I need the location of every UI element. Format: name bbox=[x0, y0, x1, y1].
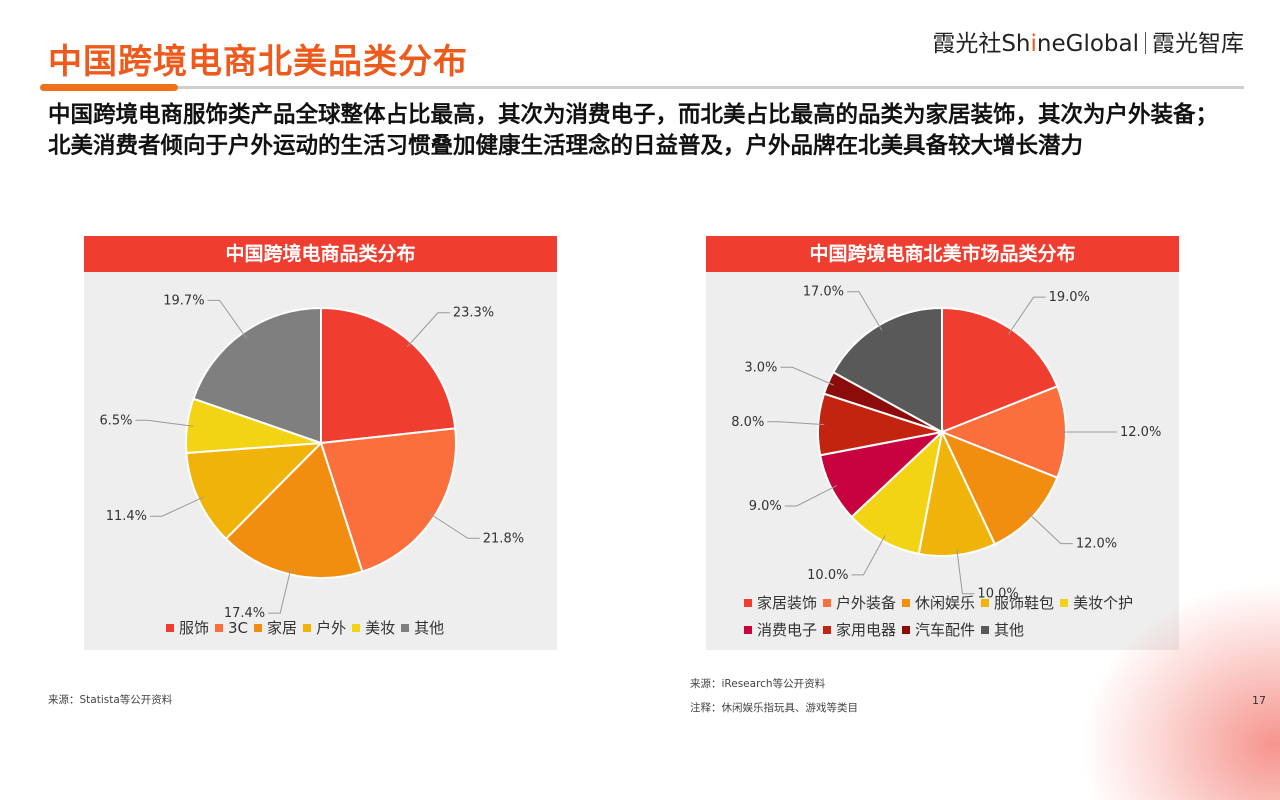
data-label-1-6: 8.0% bbox=[731, 415, 764, 430]
brand-think-tank: 霞光智库 bbox=[1152, 31, 1244, 57]
legend-label: 户外装备 bbox=[836, 594, 897, 612]
legend-label: 消费电子 bbox=[757, 621, 818, 639]
legend-item: 3C bbox=[215, 615, 248, 642]
chart-panel-global: 中国跨境电商品类分布 23.3% 21.8% 17.4% 11.4% 6.5% 19.7%… bbox=[84, 236, 557, 650]
legend-item: 家用电器 bbox=[823, 617, 896, 644]
legend-label: 家居 bbox=[267, 619, 298, 637]
leader-line-0-0 bbox=[406, 312, 450, 348]
legend-swatch bbox=[744, 599, 752, 607]
legend-item: 服饰鞋包 bbox=[981, 590, 1054, 617]
legend-swatch bbox=[215, 624, 224, 632]
page-title: 中国跨境电商北美品类分布 bbox=[48, 42, 468, 82]
legend-label: 休闲娱乐 bbox=[915, 594, 976, 612]
legend-swatch bbox=[981, 599, 990, 607]
legend-item: 户外 bbox=[303, 615, 346, 642]
leader-line-1-4 bbox=[851, 535, 886, 576]
legend-label: 3C bbox=[228, 619, 249, 637]
legend-swatch bbox=[981, 626, 990, 634]
legend-swatch bbox=[823, 599, 832, 607]
legend-swatch bbox=[352, 624, 361, 632]
data-label-1-1: 12.0% bbox=[1120, 425, 1161, 440]
legend-item: 家居 bbox=[254, 615, 297, 642]
legend-label: 家用电器 bbox=[836, 621, 897, 639]
data-label-0-0: 23.3% bbox=[453, 306, 494, 321]
legend-swatch bbox=[401, 624, 410, 632]
data-label-0-4: 6.5% bbox=[99, 413, 132, 428]
data-label-1-7: 3.0% bbox=[744, 360, 777, 375]
data-label-1-0: 19.0% bbox=[1049, 290, 1090, 305]
data-label-1-3: 10.0% bbox=[977, 587, 1018, 602]
legend-label: 其他 bbox=[994, 621, 1025, 639]
leader-line-0-4 bbox=[135, 419, 194, 427]
legend-swatch bbox=[902, 626, 911, 634]
brand-name-en-3: neGlobal bbox=[1036, 31, 1139, 57]
legend-swatch bbox=[902, 599, 911, 607]
leader-line-1-3 bbox=[956, 549, 975, 595]
leader-line-1-5 bbox=[784, 485, 838, 507]
leader-line-1-6 bbox=[767, 421, 825, 426]
data-label-0-5: 19.7% bbox=[163, 293, 204, 308]
leader-line-1-8 bbox=[847, 291, 883, 331]
chart-title-north-america: 中国跨境电商北美市场品类分布 bbox=[706, 236, 1179, 272]
leader-line-0-1 bbox=[428, 512, 480, 539]
legend-item: 汽车配件 bbox=[902, 617, 975, 644]
legend-item: 服饰 bbox=[166, 615, 209, 642]
page-subtitle: 中国跨境电商服饰类产品全球整体占比最高，其次为消费电子，而北美占比最高的品类为家… bbox=[48, 102, 1219, 159]
legend-label: 家居装饰 bbox=[757, 594, 818, 612]
data-label-0-2: 17.4% bbox=[224, 606, 265, 621]
chart-title-global: 中国跨境电商品类分布 bbox=[84, 236, 557, 272]
legend-label: 服饰鞋包 bbox=[994, 594, 1055, 612]
legend-swatch bbox=[744, 626, 752, 634]
leader-line-1-2 bbox=[1027, 512, 1073, 545]
source-left: 来源：Statista等公开资料 bbox=[48, 694, 173, 706]
chart-legend-global: 服饰 3C 家居 户外 美妆 其他 bbox=[166, 615, 450, 642]
legend-label: 其他 bbox=[414, 619, 445, 637]
title-accent-bar bbox=[40, 84, 178, 91]
data-label-0-3: 11.4% bbox=[106, 509, 147, 524]
legend-item: 其他 bbox=[401, 615, 444, 642]
page-number: 17 bbox=[1252, 694, 1266, 707]
brand-name-en-1: Sh bbox=[1001, 31, 1031, 57]
legend-swatch bbox=[303, 624, 312, 632]
legend-label: 户外 bbox=[316, 619, 347, 637]
legend-swatch bbox=[1060, 599, 1069, 607]
legend-label: 服饰 bbox=[179, 619, 210, 637]
leader-line-1-7 bbox=[780, 366, 834, 386]
leader-line-0-5 bbox=[207, 299, 247, 339]
legend-label: 美妆 bbox=[365, 619, 396, 637]
legend-item: 美妆 bbox=[352, 615, 395, 642]
legend-item: 休闲娱乐 bbox=[902, 590, 975, 617]
legend-row: 消费电子 家用电器 汽车配件 其他 bbox=[744, 617, 1139, 644]
legend-swatch bbox=[823, 626, 832, 634]
note-right: 注释：休闲娱乐指玩具、游戏等类目 bbox=[690, 702, 858, 714]
title-divider bbox=[48, 86, 1244, 89]
leader-line-0-2 bbox=[268, 568, 292, 614]
leader-line-0-3 bbox=[150, 496, 205, 517]
data-label-0-1: 21.8% bbox=[483, 531, 524, 546]
data-label-1-2: 12.0% bbox=[1076, 537, 1117, 552]
source-right: 来源：iResearch等公开资料 bbox=[690, 678, 826, 690]
legend-label: 汽车配件 bbox=[915, 621, 976, 639]
brand-logo: 霞光社ShineGlobal 霞光智库 bbox=[932, 24, 1244, 58]
pie-chart-global: 23.3% 21.8% 17.4% 11.4% 6.5% 19.7% bbox=[99, 293, 524, 621]
legend-item: 消费电子 bbox=[744, 617, 817, 644]
pie-chart-north-america: 19.0% 12.0% 12.0% 10.0% 10.0% 9.0% 8.0% 3.0% 17.… bbox=[731, 285, 1161, 602]
decorative-corner-gradient bbox=[1080, 580, 1280, 800]
legend-row: 服饰 3C 家居 户外 美妆 其他 bbox=[166, 615, 450, 642]
legend-swatch bbox=[254, 624, 263, 632]
pie-slice-0-0 bbox=[320, 306, 457, 445]
brand-separator bbox=[1145, 32, 1146, 54]
data-label-1-8: 17.0% bbox=[803, 285, 844, 300]
brand-name-cn: 霞光社 bbox=[932, 31, 1002, 57]
legend-item: 其他 bbox=[981, 617, 1024, 644]
leader-line-1-0 bbox=[1007, 296, 1046, 335]
legend-swatch bbox=[166, 624, 174, 632]
data-label-1-5: 9.0% bbox=[749, 499, 782, 514]
brand-name-en-2: i bbox=[1030, 31, 1037, 57]
legend-item: 户外装备 bbox=[823, 590, 896, 617]
data-label-1-4: 10.0% bbox=[807, 568, 848, 583]
legend-item: 家居装饰 bbox=[744, 590, 817, 617]
